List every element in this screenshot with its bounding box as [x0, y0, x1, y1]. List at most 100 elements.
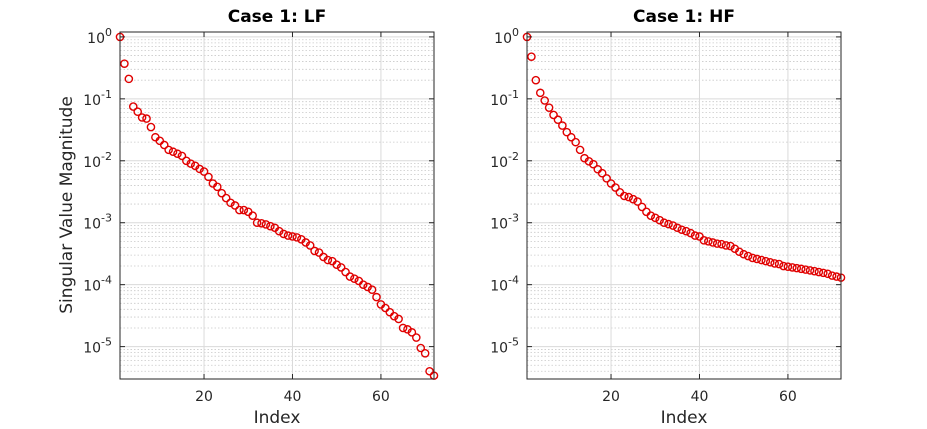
- data-point: [571, 137, 580, 147]
- axes-box-hf: [526, 31, 842, 380]
- chart-panel-lf: 10-5 10-4 10-3 10-2 10-1 100 20 40 60 Case 1: LF…: [57, 7, 439, 428]
- data-point: [164, 145, 173, 155]
- data-point: [389, 311, 399, 321]
- data-point: [177, 151, 187, 161]
- data-point: [372, 292, 381, 302]
- data-point: [562, 127, 572, 137]
- data-point: [314, 248, 324, 257]
- data-point: [544, 103, 554, 112]
- data-point: [655, 215, 664, 225]
- data-point: [823, 269, 833, 279]
- x-tick-label: 20: [602, 389, 620, 405]
- chart-title-hf: Case 1: HF: [633, 7, 735, 27]
- y-tick-label: 10-5: [490, 336, 519, 357]
- data-point: [827, 271, 837, 280]
- data-point: [619, 191, 629, 201]
- grid-hf: [527, 32, 841, 379]
- data-point: [248, 211, 257, 220]
- data-point: [195, 164, 204, 174]
- x-axis-label-hf: Index: [661, 408, 708, 428]
- data-point: [659, 218, 669, 228]
- data-point: [199, 167, 209, 176]
- y-tick-label: 10-3: [490, 212, 519, 233]
- data-point: [819, 268, 828, 278]
- data-point: [540, 96, 549, 105]
- data-point: [230, 201, 240, 210]
- x-tick-label: 60: [372, 389, 390, 405]
- data-point: [292, 233, 302, 242]
- data-point: [761, 256, 771, 266]
- data-point: [757, 255, 766, 265]
- y-tick-label: 10-5: [83, 336, 112, 357]
- data-point: [288, 232, 297, 241]
- data-point: [726, 241, 735, 251]
- data-point: [704, 237, 713, 246]
- y-tick-label: 100: [494, 26, 519, 47]
- data-point: [650, 213, 660, 223]
- data-point: [221, 193, 231, 203]
- data-point: [796, 264, 806, 274]
- data-point: [739, 249, 749, 259]
- data-point: [633, 197, 642, 206]
- data-point: [261, 220, 271, 229]
- data-point: [611, 183, 620, 192]
- data-point: [717, 239, 726, 249]
- data-point: [637, 202, 647, 212]
- data-point: [553, 115, 563, 125]
- data-point: [416, 343, 426, 353]
- data-point: [801, 265, 810, 274]
- data-point: [252, 218, 262, 228]
- data-point: [412, 333, 421, 342]
- data-point: [120, 59, 129, 68]
- data-point: [668, 221, 678, 230]
- data-point: [323, 255, 333, 265]
- data-point: [133, 107, 142, 117]
- data-point: [774, 259, 784, 269]
- data-point: [363, 282, 372, 292]
- data-point: [783, 262, 793, 272]
- x-tick-label: 40: [284, 389, 302, 405]
- data-point: [597, 168, 607, 178]
- data-point: [204, 172, 213, 182]
- data-point: [332, 260, 342, 270]
- data-point: [589, 159, 598, 169]
- y-tick-label: 10-2: [490, 150, 519, 171]
- data-point: [257, 218, 266, 228]
- ticks-lf: 10-5 10-4 10-3 10-2 10-1 100 20 40 60: [83, 26, 434, 405]
- x-tick-label: 20: [195, 389, 213, 405]
- data-point: [274, 226, 284, 236]
- data-point: [743, 251, 753, 261]
- data-point: [748, 253, 757, 263]
- data-point: [279, 229, 288, 239]
- y-tick-label: 10-2: [83, 150, 112, 171]
- data-point: [566, 132, 576, 142]
- data-point: [398, 323, 408, 333]
- data-point: [832, 272, 841, 281]
- y-tick-label: 100: [87, 26, 112, 47]
- data-point: [673, 223, 682, 233]
- y-tick-label: 10-3: [83, 212, 112, 233]
- data-point: [531, 75, 541, 85]
- ticks-hf: 10-5 10-4 10-3 10-2 10-1 100 20 40 60: [490, 26, 841, 405]
- data-point: [527, 52, 536, 61]
- data-point: [173, 149, 182, 159]
- data-point: [624, 192, 634, 202]
- x-tick-label: 60: [779, 389, 797, 405]
- data-point: [159, 140, 169, 150]
- data-point: [686, 228, 695, 238]
- data-point: [239, 205, 249, 215]
- data-point: [350, 274, 359, 283]
- data-point: [146, 122, 156, 132]
- data-point: [770, 259, 779, 268]
- data-point: [549, 110, 558, 120]
- data-point: [217, 188, 227, 198]
- data-point: [425, 366, 434, 376]
- chart-title-lf: Case 1: LF: [228, 7, 327, 27]
- data-point: [128, 102, 138, 111]
- data-point: [535, 88, 545, 98]
- y-tick-label: 10-1: [490, 88, 519, 109]
- data-point: [721, 241, 731, 250]
- data-point: [765, 257, 775, 267]
- y-tick-label: 10-1: [83, 88, 112, 109]
- data-point: [628, 194, 638, 204]
